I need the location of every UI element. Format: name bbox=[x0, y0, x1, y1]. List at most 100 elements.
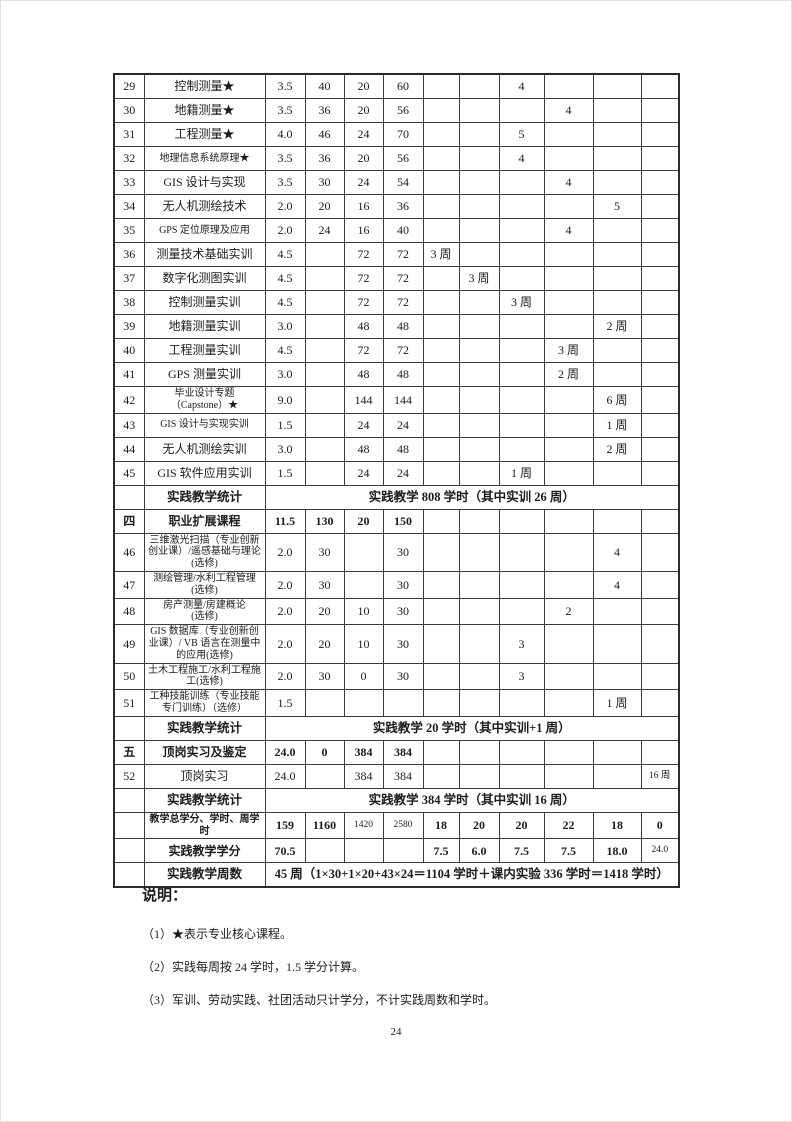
cell-value: 20 bbox=[458, 811, 500, 840]
cell-value bbox=[458, 314, 500, 339]
cell-value bbox=[458, 386, 500, 414]
cell-row-no bbox=[113, 715, 145, 741]
table-row: 47 测绘管理/水利工程管理(选修) 2.0 30 30 4 bbox=[113, 570, 680, 599]
cell-value bbox=[458, 170, 500, 195]
cell-value: 2.0 bbox=[264, 218, 306, 243]
cell-value bbox=[304, 436, 345, 462]
table-row: 42 毕业设计专题 （Capstone）★ 9.0 144 144 6 周 bbox=[113, 386, 680, 414]
table-row: 35 GPS 定位原理及应用 2.0 24 16 40 4 bbox=[113, 218, 680, 243]
cell-value bbox=[304, 838, 345, 864]
cell-value bbox=[640, 386, 680, 414]
cell-value: 4 bbox=[498, 146, 545, 171]
cell-value bbox=[640, 436, 680, 462]
cell-value: 30 bbox=[382, 532, 424, 572]
cell-course-name: 地籍测量实训 bbox=[143, 314, 266, 339]
table-row: 实践教学学分 70.5 7.5 6.0 7.5 7.5 18.0 24.0 bbox=[113, 838, 680, 864]
cell-value: 4 bbox=[498, 73, 545, 99]
table-row: 46 三维激光扫描（专业创新创业课）/遥感基础与理论(选修) 2.0 30 30 4 bbox=[113, 532, 680, 572]
cell-value bbox=[422, 170, 460, 195]
cell-row-no: 39 bbox=[113, 314, 145, 339]
cell-value: 0 bbox=[640, 811, 680, 840]
cell-value bbox=[640, 170, 680, 195]
cell-value bbox=[422, 290, 460, 315]
cell-value: 72 bbox=[382, 290, 424, 315]
cell-value: 384 bbox=[343, 763, 384, 789]
cell-value: 2.0 bbox=[264, 532, 306, 572]
cell-value bbox=[458, 290, 500, 315]
cell-value: 3.5 bbox=[264, 98, 306, 123]
table-row: 52 顶岗实习 24.0 384 384 16 周 bbox=[113, 763, 680, 789]
cell-course-name: 工程测量实训 bbox=[143, 338, 266, 363]
cell-value bbox=[422, 597, 460, 626]
cell-course-name: 工程测量★ bbox=[143, 122, 266, 147]
cell-value bbox=[592, 739, 642, 765]
cell-value: 2.0 bbox=[264, 597, 306, 626]
cell-value bbox=[543, 460, 594, 486]
cell-value bbox=[543, 662, 594, 691]
cell-value bbox=[343, 689, 384, 717]
page-number: 24 bbox=[390, 1026, 402, 1038]
cell-value: 3 周 bbox=[422, 242, 460, 267]
cell-value bbox=[498, 570, 545, 599]
cell-value: 3 周 bbox=[458, 266, 500, 291]
cell-value: 1.5 bbox=[264, 460, 306, 486]
cell-row-no: 32 bbox=[113, 146, 145, 171]
cell-course-name: 顶岗实习及鉴定 bbox=[143, 739, 266, 765]
cell-row-no: 45 bbox=[113, 460, 145, 486]
cell-value: 5 bbox=[498, 122, 545, 147]
cell-course-name: 无人机测绘技术 bbox=[143, 194, 266, 219]
cell-value bbox=[543, 624, 594, 664]
cell-value bbox=[422, 338, 460, 363]
table-row: 45 GIS 软件应用实训 1.5 24 24 1 周 bbox=[113, 460, 680, 486]
cell-value: 384 bbox=[343, 739, 384, 765]
cell-value bbox=[543, 122, 594, 147]
cell-value: 2.0 bbox=[264, 624, 306, 664]
cell-row-no: 44 bbox=[113, 436, 145, 462]
cell-course-name: 土木工程施工/水利工程施工(选修) bbox=[143, 662, 266, 691]
cell-value bbox=[592, 460, 642, 486]
cell-row-no: 34 bbox=[113, 194, 145, 219]
cell-value: 72 bbox=[382, 242, 424, 267]
cell-value bbox=[422, 386, 460, 414]
cell-value: 36 bbox=[304, 98, 345, 123]
cell-value bbox=[422, 460, 460, 486]
cell-value bbox=[543, 763, 594, 789]
cell-value bbox=[592, 146, 642, 171]
cell-value bbox=[498, 689, 545, 717]
cell-value: 24.0 bbox=[264, 739, 306, 765]
cell-value bbox=[422, 689, 460, 717]
cell-value bbox=[640, 98, 680, 123]
cell-value: 0 bbox=[304, 739, 345, 765]
cell-value bbox=[422, 570, 460, 599]
cell-value: 72 bbox=[343, 242, 384, 267]
cell-value bbox=[640, 73, 680, 99]
cell-value bbox=[640, 314, 680, 339]
cell-value bbox=[592, 242, 642, 267]
cell-value: 6 周 bbox=[592, 386, 642, 414]
cell-value bbox=[640, 218, 680, 243]
cell-value bbox=[592, 73, 642, 99]
cell-value bbox=[422, 508, 460, 534]
cell-row-no: 38 bbox=[113, 290, 145, 315]
cell-value: 70 bbox=[382, 122, 424, 147]
cell-course-name: 数字化测图实训 bbox=[143, 266, 266, 291]
cell-value bbox=[304, 338, 345, 363]
cell-value bbox=[640, 122, 680, 147]
cell-value bbox=[592, 266, 642, 291]
cell-value: 20 bbox=[304, 194, 345, 219]
cell-value: 3.0 bbox=[264, 314, 306, 339]
cell-course-name: 毕业设计专题 （Capstone）★ bbox=[143, 386, 266, 414]
cell-row-no: 37 bbox=[113, 266, 145, 291]
cell-value bbox=[422, 146, 460, 171]
cell-value bbox=[458, 689, 500, 717]
notes-section: 说明： （1）★表示专业核心课程。 （2）实践每周按 24 学时，1.5 学分计… bbox=[142, 884, 672, 1024]
cell-value bbox=[422, 532, 460, 572]
table-row: 教学总学分、学时、周学时 159 1160 1420 2580 18 20 20 22 18 0 bbox=[113, 811, 680, 840]
cell-value bbox=[592, 338, 642, 363]
cell-value: 384 bbox=[382, 739, 424, 765]
cell-value: 22 bbox=[543, 811, 594, 840]
cell-value bbox=[592, 662, 642, 691]
cell-value: 20 bbox=[498, 811, 545, 840]
cell-value bbox=[498, 386, 545, 414]
cell-row-no: 五 bbox=[113, 739, 145, 765]
